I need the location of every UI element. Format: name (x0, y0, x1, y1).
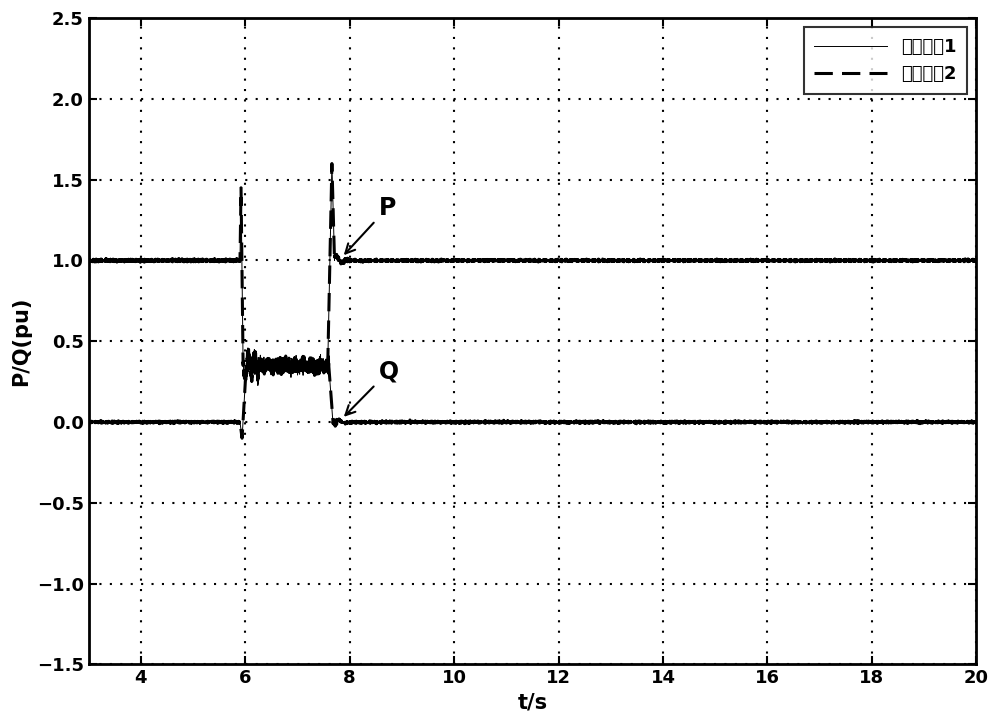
风电机组1 (497, 256, 509, 265)
风电机组2 (378, 257, 390, 266)
风电机组2 (326, 159, 338, 168)
Text: P: P (345, 196, 396, 253)
风电机组1 (823, 256, 835, 265)
风电机组1 (83, 256, 95, 264)
X-axis label: t/s: t/s (517, 693, 548, 713)
风电机组1 (378, 256, 390, 264)
风电机组2 (823, 256, 835, 264)
风电机组1 (970, 257, 982, 266)
风电机组2 (375, 256, 387, 265)
风电机组1 (319, 368, 331, 376)
风电机组2 (83, 257, 95, 266)
风电机组2 (940, 256, 952, 265)
Line: 风电机组1: 风电机组1 (89, 164, 976, 385)
风电机组1 (375, 256, 387, 265)
风电机组2 (319, 363, 331, 371)
风电机组1 (940, 256, 952, 265)
风电机组1 (326, 159, 338, 168)
Text: Q: Q (345, 359, 399, 415)
风电机组2 (246, 379, 258, 387)
Y-axis label: P/Q(pu): P/Q(pu) (11, 297, 31, 386)
风电机组1 (252, 381, 264, 390)
风电机组2 (970, 257, 982, 266)
风电机组2 (497, 256, 509, 264)
Line: 风电机组2: 风电机组2 (89, 164, 976, 383)
Legend: 风电机组1, 风电机组2: 风电机组1, 风电机组2 (804, 27, 967, 94)
